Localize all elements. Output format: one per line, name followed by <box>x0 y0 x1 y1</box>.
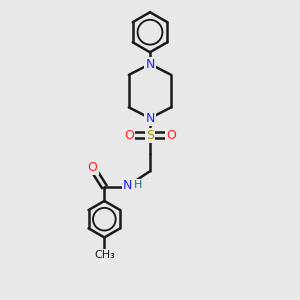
Text: H: H <box>134 180 142 190</box>
Text: CH₃: CH₃ <box>94 250 115 260</box>
Text: N: N <box>145 58 155 70</box>
Text: O: O <box>124 129 134 142</box>
Text: N: N <box>123 179 133 192</box>
Text: S: S <box>146 129 154 142</box>
Text: O: O <box>88 161 98 174</box>
Text: O: O <box>166 129 176 142</box>
Text: N: N <box>145 112 155 125</box>
